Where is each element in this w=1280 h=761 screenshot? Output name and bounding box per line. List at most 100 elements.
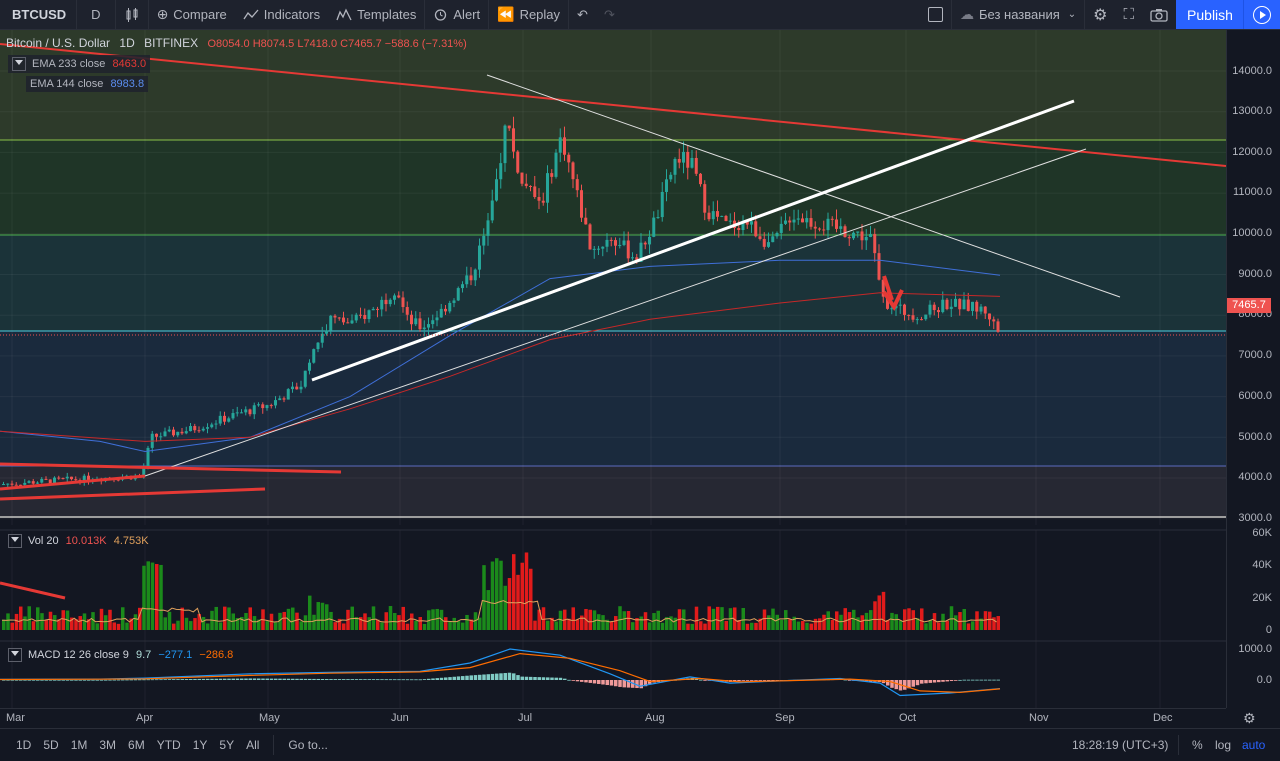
macd-legend[interactable]: MACD 12 26 close 9 9.7 −277.1 −286.8: [8, 648, 233, 662]
volume-bar: [320, 602, 325, 630]
candle-body: [571, 162, 575, 180]
candle-body: [240, 412, 243, 414]
volume-bars: [2, 552, 1000, 630]
volume-bar: [805, 622, 809, 630]
publish-button[interactable]: Publish: [1176, 0, 1244, 29]
compare-button[interactable]: ⊕ Compare: [149, 0, 235, 29]
macd-hist-bar: [303, 678, 308, 680]
templates-button[interactable]: Templates: [328, 0, 424, 29]
macd-hist-bar: [847, 680, 852, 681]
range-1d[interactable]: 1D: [16, 738, 32, 752]
candle-body: [728, 220, 732, 222]
candle-body: [350, 320, 354, 324]
macd-hist-bar: [342, 679, 346, 680]
log-toggle[interactable]: log: [1215, 738, 1232, 752]
collapse-icon[interactable]: [8, 648, 22, 662]
volume-bar: [614, 616, 618, 630]
macd-hist-bar: [745, 680, 750, 681]
range-5d[interactable]: 5D: [43, 738, 59, 752]
indicators-icon: [243, 9, 259, 19]
undo-button[interactable]: ↶: [569, 0, 596, 29]
candle-body: [308, 362, 311, 371]
price-tick: 10000.0: [1232, 227, 1272, 239]
candle-body: [193, 426, 197, 431]
candle-body: [801, 218, 804, 223]
replay-button[interactable]: ⏪ Replay: [489, 0, 568, 29]
range-all[interactable]: All: [246, 738, 260, 752]
macd-hist-bar: [465, 675, 469, 680]
time-axis[interactable]: Mar Apr May Jun Jul Aug Sep Oct Nov Dec …: [0, 708, 1256, 729]
range-ytd[interactable]: YTD: [156, 738, 181, 752]
range-3m[interactable]: 3M: [99, 738, 117, 752]
volume-bar: [469, 619, 473, 630]
volume-bar: [779, 619, 784, 630]
clock[interactable]: 18:28:19 (UTC+3): [1072, 738, 1169, 752]
macd-hist-bar: [6, 679, 10, 681]
volume-bar: [125, 622, 129, 630]
macd-hist-bar: [886, 680, 890, 686]
candle-body: [741, 220, 745, 230]
macd-hist-bar: [316, 678, 320, 680]
macd-hist-bar: [520, 676, 524, 680]
redo-button[interactable]: ↷: [596, 0, 623, 29]
candle-body: [333, 315, 337, 318]
macd-hist-bar: [193, 678, 197, 680]
macd-hist-bar: [397, 679, 401, 681]
macd-hist-bar: [949, 680, 954, 682]
candle-body: [779, 223, 783, 233]
collapse-icon[interactable]: [12, 57, 26, 71]
candle-body: [291, 386, 294, 390]
macd-hist-bar: [962, 679, 966, 681]
goto-button[interactable]: Go to...: [288, 738, 328, 752]
range-1y[interactable]: 1Y: [192, 738, 208, 752]
settings-button[interactable]: ⚙: [1085, 0, 1115, 29]
layout-name-button[interactable]: ☁ Без названия ⌄: [952, 0, 1084, 29]
expand-button[interactable]: ⛶: [1115, 0, 1142, 29]
gear-icon[interactable]: ⚙: [1243, 710, 1256, 726]
volume-bar: [877, 595, 881, 630]
percent-toggle[interactable]: %: [1192, 738, 1203, 752]
candle-body: [707, 212, 711, 220]
candle-body: [163, 431, 167, 437]
collapse-icon[interactable]: [8, 534, 22, 548]
chart-area[interactable]: Bitcoin / U.S. Dollar 1D BITFINEX O8054.…: [0, 30, 1226, 708]
price-axis[interactable]: 14000.0 13000.0 12000.0 11000.0 10000.0 …: [1226, 30, 1280, 708]
volume-bar: [244, 613, 248, 630]
play-button[interactable]: [1243, 0, 1280, 29]
macd-hist-bar: [737, 680, 741, 682]
zone-band-3: [0, 235, 1226, 331]
ema-144-legend[interactable]: EMA 144 close 8983.8: [26, 76, 149, 92]
chart-type-button[interactable]: [116, 0, 148, 29]
candle-body: [70, 476, 73, 480]
volume-bar: [843, 608, 847, 630]
volume-bar: [87, 619, 91, 630]
snapshot-button[interactable]: [1142, 0, 1176, 29]
candle-body: [176, 431, 180, 436]
range-5y[interactable]: 5Y: [219, 738, 235, 752]
candle-body: [639, 242, 643, 262]
macd-hist-bar: [384, 679, 388, 681]
alert-button[interactable]: Alert: [425, 0, 488, 29]
volume-bar: [898, 620, 903, 630]
macd-hist-bar: [121, 679, 125, 681]
indicators-button[interactable]: Indicators: [235, 0, 328, 29]
interval-button[interactable]: D: [91, 7, 101, 22]
candle-body: [371, 308, 375, 311]
ohlc-values: O8054.0 H8074.5 L7418.0 C7465.7 −588.6 (…: [207, 38, 467, 50]
volume-bar: [745, 623, 750, 630]
macd-hist-bar: [210, 678, 214, 680]
macd-hist-bar: [189, 678, 193, 680]
macd-hist-bar: [337, 679, 342, 680]
macd-hist-bar: [265, 678, 269, 680]
trendline-red-short: [0, 487, 266, 501]
auto-toggle[interactable]: auto: [1242, 738, 1266, 752]
candle-body: [669, 174, 673, 180]
symbol-search[interactable]: BTCUSD: [12, 7, 67, 22]
macd-hist-bar: [588, 680, 592, 683]
range-6m[interactable]: 6M: [128, 738, 145, 752]
chart-canvas[interactable]: [0, 30, 1226, 708]
volume-legend[interactable]: Vol 20 10.013K 4.753K: [8, 534, 149, 548]
ema-233-legend[interactable]: EMA 233 close 8463.0: [8, 55, 151, 73]
fullscreen-toggle-button[interactable]: [920, 0, 951, 29]
range-1m[interactable]: 1M: [70, 738, 88, 752]
